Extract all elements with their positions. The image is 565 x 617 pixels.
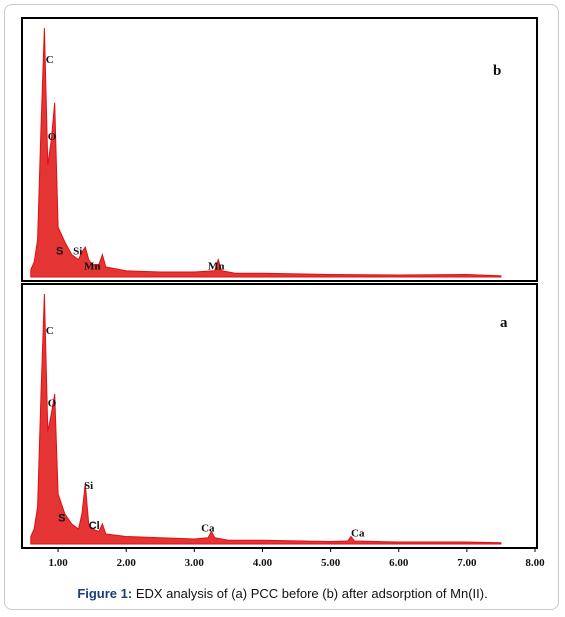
panel-frame-a [21, 283, 538, 549]
peak-label-si: Si [84, 480, 93, 492]
x-tick-label: 6.00 [389, 557, 409, 569]
peak-label-ca: Ca [201, 523, 215, 535]
peak-label-s: S [56, 246, 63, 258]
caption-lead: Figure 1: [77, 586, 133, 601]
peak-label-o: O [48, 131, 57, 143]
peak-label-si: Si [73, 246, 82, 258]
peak-label-o: O [48, 398, 57, 410]
peak-label-c: C [46, 325, 54, 337]
peak-label-ca: Ca [351, 528, 365, 540]
peak-label-c: C [46, 54, 54, 66]
x-tick-label: 7.00 [457, 557, 477, 569]
caption-text: EDX analysis of (a) PCC before (b) after… [132, 586, 488, 601]
figure-caption: Figure 1: EDX analysis of (a) PCC before… [0, 586, 565, 601]
panel-frame-b [21, 17, 538, 282]
x-tick-label: 5.00 [321, 557, 341, 569]
panel-label-b: b [493, 63, 501, 79]
panel-label-a: a [500, 315, 508, 331]
x-tick-label: 2.00 [117, 557, 137, 569]
peak-label-mn: Mn [84, 261, 101, 273]
spectrum-series-b [30, 27, 502, 278]
edx-panel-a: a C O Si S Cl Ca Ca [21, 283, 538, 549]
x-axis: 1.00 2.00 3.00 4.00 5.00 6.00 7.00 8.00 [48, 548, 545, 569]
peak-label-cl: Cl [89, 520, 100, 532]
x-tick-label: 4.00 [253, 557, 273, 569]
spectrum-series-a [30, 293, 502, 545]
x-tick-label: 3.00 [185, 557, 205, 569]
x-tick-label: 1.00 [48, 557, 68, 569]
peak-label-mn: Mn [208, 261, 225, 273]
x-tick-label: 8.00 [525, 557, 545, 569]
figure-card [4, 4, 559, 610]
peak-label-s: S [58, 513, 65, 525]
